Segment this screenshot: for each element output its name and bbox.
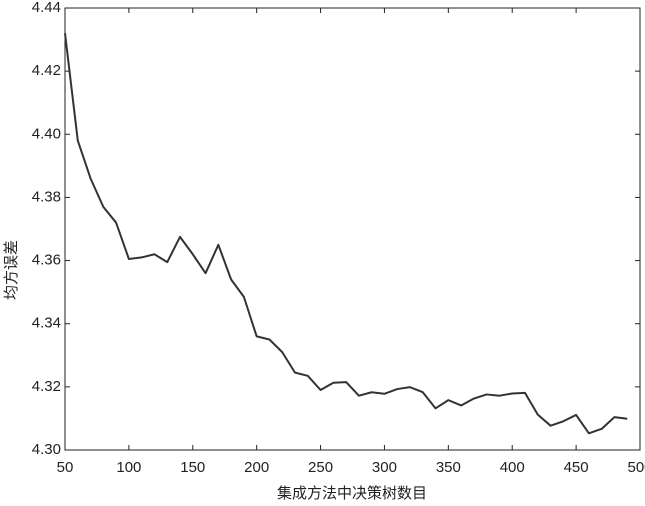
x-tick-label: 250 (308, 459, 333, 476)
y-tick-label: 4.32 (32, 378, 61, 395)
y-tick-label: 4.36 (32, 252, 61, 269)
data-line (64, 33, 628, 435)
y-tick-label: 4.42 (32, 62, 61, 79)
x-tick-label: 500 (627, 459, 645, 476)
y-axis-label: 均方误差 (3, 240, 20, 300)
x-tick-label: 100 (116, 459, 141, 476)
y-tick-label: 4.44 (32, 0, 61, 16)
x-tick-label: 50 (57, 459, 74, 476)
x-axis-label: 集成方法中决策树数目 (277, 485, 427, 502)
x-tick-label: 400 (500, 459, 525, 476)
x-tick-label: 200 (244, 459, 269, 476)
y-tick-label: 4.38 (32, 188, 61, 205)
y-tick-label: 4.40 (32, 125, 61, 142)
plot-frame (64, 7, 641, 451)
y-tick-label: 4.34 (32, 315, 61, 332)
x-tick-label: 150 (180, 459, 205, 476)
x-tick-label: 300 (372, 459, 397, 476)
x-tick-label: 450 (564, 459, 589, 476)
x-tick-label: 350 (436, 459, 461, 476)
y-tick-label: 4.30 (32, 441, 61, 458)
